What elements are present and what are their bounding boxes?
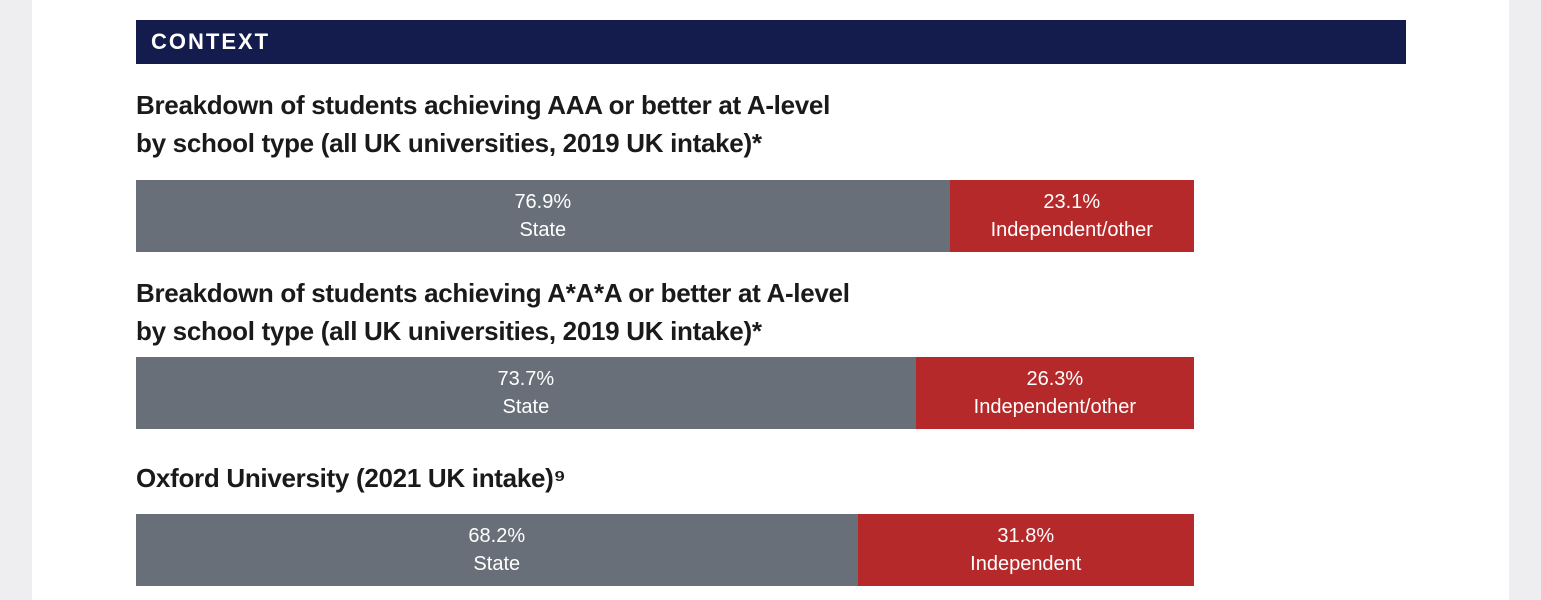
chart-3-state-category-label: State — [473, 553, 521, 575]
chart-1-title-line-2: by school type (all UK universities, 201… — [136, 128, 762, 158]
chart-2-state-category-label: State — [502, 396, 550, 418]
chart-1-independent-segment: 23.1% Independent/other — [949, 180, 1194, 252]
chart-1-state-segment: 76.9% State — [136, 180, 950, 252]
chart-2-state-segment: 73.7% State — [136, 357, 916, 429]
chart-3-independent-value-label: 31.8% — [997, 525, 1055, 547]
chart-1-stacked-bar: 76.9% State 23.1% Independent/other — [136, 180, 1194, 252]
chart-3-stacked-bar: 68.2% State 31.8% Independent — [136, 514, 1194, 586]
chart-3-title-line-1: Oxford University (2021 UK intake)⁹ — [136, 463, 566, 493]
chart-2-independent-segment: 26.3% Independent/other — [915, 357, 1194, 429]
chart-3-independent-category-label: Independent — [970, 553, 1082, 575]
chart-2-state-value-label: 73.7% — [497, 368, 555, 390]
chart-1-state-category-label: State — [519, 219, 567, 241]
chart-3-title: Oxford University (2021 UK intake)⁹ — [136, 459, 566, 497]
chart-2-independent-category-label: Independent/other — [973, 396, 1137, 418]
chart-2-independent-value-label: 26.3% — [1026, 368, 1084, 390]
context-header-band: CONTEXT — [136, 20, 1406, 64]
chart-1-state-value-label: 76.9% — [514, 191, 572, 213]
report-page: CONTEXT Breakdown of students achieving … — [32, 0, 1509, 600]
chart-3-state-segment: 68.2% State — [136, 514, 858, 586]
chart-2-title-line-1: Breakdown of students achieving A*A*A or… — [136, 278, 850, 308]
chart-3-state-value-label: 68.2% — [468, 525, 526, 547]
chart-2-title-line-2: by school type (all UK universities, 201… — [136, 316, 762, 346]
chart-2-stacked-bar: 73.7% State 26.3% Independent/other — [136, 357, 1194, 429]
chart-1-independent-category-label: Independent/other — [990, 219, 1153, 241]
chart-1-title-line-1: Breakdown of students achieving AAA or b… — [136, 90, 830, 120]
chart-1-title: Breakdown of students achieving AAA or b… — [136, 86, 830, 162]
chart-3-independent-segment: 31.8% Independent — [857, 514, 1194, 586]
context-header-label: CONTEXT — [151, 29, 271, 54]
chart-1-independent-value-label: 23.1% — [1043, 191, 1101, 213]
chart-2-title: Breakdown of students achieving A*A*A or… — [136, 274, 850, 350]
